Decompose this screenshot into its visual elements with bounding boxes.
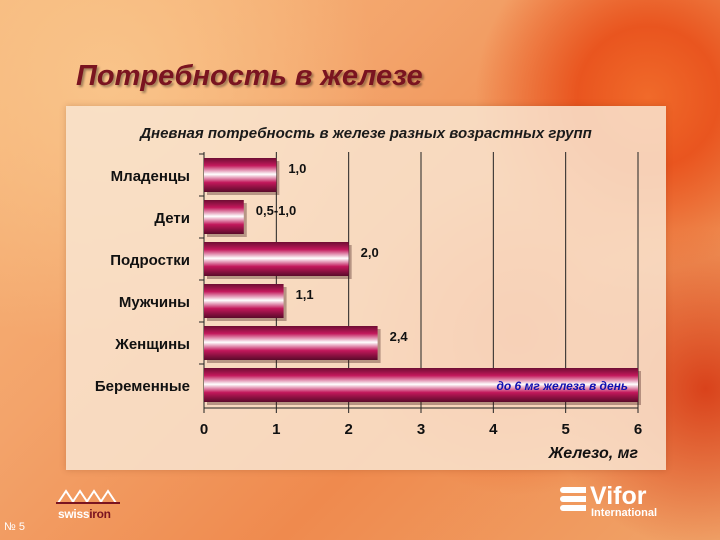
bar xyxy=(204,200,244,234)
swissiron-wordmark: swissiron xyxy=(58,507,111,521)
x-tick-label: 4 xyxy=(489,421,498,438)
x-tick-label: 0 xyxy=(200,421,208,438)
category-label: Беременные xyxy=(95,378,190,395)
x-tick-label: 1 xyxy=(272,421,280,438)
bar-value-label: 1,1 xyxy=(296,287,314,302)
bar xyxy=(204,326,378,360)
bar xyxy=(204,368,638,402)
bar-value-label: 1,0 xyxy=(288,161,306,176)
slide-title: Потребность в железе xyxy=(76,60,423,92)
bar-chart: Дневная потребность в железе разных возр… xyxy=(95,125,642,462)
vifor-name: Vifor xyxy=(590,482,647,510)
chart-title: Дневная потребность в железе разных возр… xyxy=(138,125,592,142)
chart-panel: Дневная потребность в железе разных возр… xyxy=(66,106,666,470)
x-tick-label: 5 xyxy=(561,421,569,438)
vifor-logo: Vifor International xyxy=(560,482,670,524)
vifor-sub: International xyxy=(591,507,658,519)
bar xyxy=(204,284,284,318)
swissiron-mark-icon xyxy=(56,489,120,504)
vifor-mark-icon xyxy=(560,487,586,513)
swissiron-accent: iron xyxy=(89,507,111,521)
category-label: Мужчины xyxy=(119,294,190,311)
swissiron-prefix: swiss xyxy=(58,507,90,521)
bar xyxy=(204,242,349,276)
category-label: Младенцы xyxy=(111,168,190,185)
swissiron-logo xyxy=(56,487,126,523)
bar-value-label: 0,5-1,0 xyxy=(256,203,296,218)
bar xyxy=(204,158,277,192)
category-label: Подростки xyxy=(110,252,190,269)
x-tick-label: 2 xyxy=(344,421,352,438)
category-label: Дети xyxy=(154,210,190,227)
category-label: Женщины xyxy=(114,336,190,353)
x-axis-title: Железо, мг xyxy=(548,445,639,462)
slide-number: № 5 xyxy=(4,521,25,533)
bar-value-label: до 6 мг железа в день xyxy=(496,379,628,393)
x-tick-label: 3 xyxy=(417,421,425,438)
bar-value-label: 2,0 xyxy=(361,245,379,260)
bar-value-label: 2,4 xyxy=(390,329,409,344)
x-tick-label: 6 xyxy=(634,421,642,438)
